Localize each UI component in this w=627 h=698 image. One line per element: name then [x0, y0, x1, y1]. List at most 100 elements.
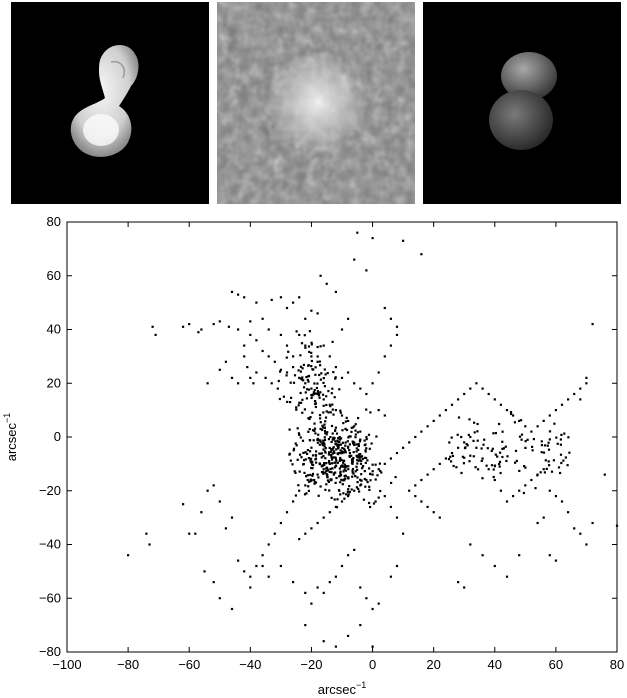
data-point: [531, 449, 534, 452]
data-point: [325, 282, 328, 285]
data-point: [321, 464, 324, 467]
data-point: [389, 344, 392, 347]
data-point: [520, 438, 523, 441]
data-point: [292, 381, 296, 384]
data-point: [322, 411, 325, 414]
data-point: [311, 411, 314, 414]
data-point: [354, 470, 357, 473]
x-tick-label: −20: [300, 657, 322, 672]
data-point: [530, 478, 533, 482]
data-point: [320, 471, 324, 474]
data-point: [448, 441, 451, 444]
data-point: [499, 471, 502, 475]
data-point: [323, 385, 326, 388]
data-point: [227, 325, 230, 328]
data-point: [457, 416, 461, 419]
data-point: [318, 452, 321, 455]
data-point: [297, 404, 300, 407]
data-point: [316, 586, 319, 589]
data-point: [317, 476, 320, 479]
data-point: [317, 391, 320, 394]
data-point: [566, 464, 569, 467]
data-point: [321, 444, 324, 447]
data-point: [327, 438, 330, 441]
data-point: [536, 474, 539, 477]
data-point: [475, 446, 478, 449]
data-point: [377, 371, 380, 374]
data-point: [345, 416, 348, 419]
data-point: [352, 451, 355, 454]
data-point: [292, 355, 295, 358]
data-point: [390, 481, 393, 484]
data-point: [327, 411, 330, 414]
data-point: [320, 456, 323, 459]
shape-model-image: [11, 2, 209, 204]
data-point: [218, 368, 221, 371]
data-point: [432, 419, 435, 422]
data-point: [303, 459, 306, 462]
data-point: [314, 402, 317, 405]
data-point: [585, 376, 588, 379]
data-point: [200, 328, 203, 331]
data-point: [334, 429, 337, 432]
data-point: [494, 432, 497, 435]
data-point: [591, 521, 594, 525]
data-point: [324, 432, 327, 435]
data-point: [249, 586, 252, 589]
data-point: [342, 492, 345, 495]
data-point: [585, 382, 588, 385]
data-point: [340, 328, 344, 331]
data-point: [457, 581, 460, 584]
data-point: [310, 387, 313, 390]
data-point: [320, 452, 324, 455]
data-point: [359, 453, 362, 456]
data-point: [359, 430, 362, 433]
data-point: [438, 516, 441, 519]
data-point: [298, 376, 301, 379]
data-point: [334, 481, 337, 484]
data-point: [335, 506, 339, 509]
data-point: [316, 360, 319, 363]
data-point: [536, 425, 539, 428]
data-point: [350, 461, 354, 464]
data-point: [560, 433, 563, 436]
data-point: [367, 433, 371, 436]
data-point: [328, 489, 331, 492]
data-point: [306, 452, 309, 455]
data-point: [306, 474, 309, 477]
data-point: [487, 468, 490, 471]
data-point: [200, 511, 203, 514]
data-point: [350, 488, 353, 491]
data-point: [340, 465, 343, 468]
data-point: [313, 382, 316, 385]
data-point: [518, 419, 521, 422]
data-point: [379, 489, 382, 493]
data-point: [548, 414, 551, 417]
data-point: [351, 467, 355, 471]
data-point: [536, 521, 539, 525]
data-point: [492, 432, 495, 435]
data-point: [472, 439, 475, 442]
data-point: [331, 403, 334, 406]
data-point: [330, 392, 333, 395]
data-point: [355, 465, 358, 468]
data-point: [328, 459, 331, 463]
data-point: [334, 471, 337, 474]
data-point: [518, 489, 521, 492]
data-point: [302, 363, 305, 366]
data-point: [311, 429, 315, 432]
data-point: [285, 371, 289, 374]
data-point: [343, 463, 346, 466]
data-point: [288, 428, 291, 431]
data-point: [322, 377, 325, 380]
data-point: [542, 451, 546, 454]
data-point: [338, 475, 341, 478]
data-point: [438, 414, 441, 417]
data-point: [324, 471, 327, 474]
data-point: [287, 350, 290, 353]
data-point: [339, 411, 342, 414]
data-point: [356, 431, 359, 434]
data-point: [515, 459, 518, 462]
data-point: [463, 456, 466, 459]
data-point: [312, 368, 315, 371]
